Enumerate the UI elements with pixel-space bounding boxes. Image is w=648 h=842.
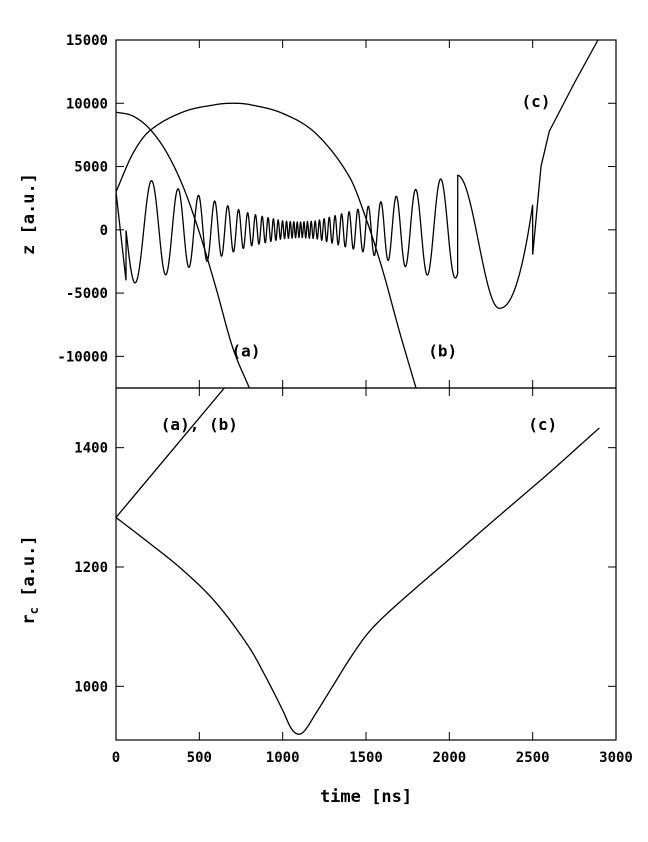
bottom-curve-ab — [116, 388, 225, 518]
top-y-tick-label-3: 0 — [100, 223, 108, 239]
top-curve-a — [116, 111, 250, 388]
bottom-y-tick-label-1: 1200 — [74, 560, 108, 576]
bottom-curves — [116, 388, 600, 735]
bottom-y-tick-label-0: 1400 — [74, 441, 108, 457]
bottom-annotation-0: (a), (b) — [161, 415, 238, 434]
top-y-tick-label-1: 10000 — [66, 96, 108, 112]
top-y-tick-label-4: -5000 — [66, 286, 108, 302]
x-tick-label-6: 3000 — [599, 750, 633, 766]
bottom-y-tick-labels: 1400 1200 1000 — [74, 441, 108, 696]
top-y-axis-title: z [a.u.] — [19, 173, 39, 255]
x-tick-label-2: 1000 — [266, 750, 300, 766]
top-y-ticks — [116, 39, 616, 357]
top-annotations: (a) (b) (c) — [232, 92, 551, 360]
x-tick-label-0: 0 — [112, 750, 120, 766]
x-tick-label-4: 2000 — [432, 750, 466, 766]
top-x-ticks — [115, 40, 617, 388]
bottom-x-ticks — [115, 388, 617, 740]
panel-bottom: 1400 1200 1000 0 500 1000 1500 2000 2500 3000 (a… — [19, 387, 633, 807]
top-y-tick-label-5: -10000 — [57, 349, 108, 365]
top-curve-c — [116, 40, 599, 309]
top-y-tick-labels: 15000 10000 5000 0 -5000 -10000 — [57, 33, 108, 365]
bottom-annotation-1: (c) — [528, 415, 557, 434]
bottom-y-axis-title: rc [a.u.] — [19, 535, 41, 624]
x-tick-label-5: 2500 — [516, 750, 550, 766]
bottom-y-axis-title-sub: c — [27, 607, 41, 614]
bottom-y-axis-title-rest: [a.u.] — [19, 535, 39, 607]
top-annotation-1: (b) — [428, 341, 457, 360]
bottom-y-ticks — [116, 447, 616, 687]
x-axis-title: time [ns] — [320, 787, 412, 807]
bottom-curve-c — [116, 427, 600, 735]
x-tick-label-3: 1500 — [349, 750, 383, 766]
top-y-tick-label-0: 15000 — [66, 33, 108, 49]
bottom-x-tick-labels: 0 500 1000 1500 2000 2500 3000 — [112, 750, 633, 766]
top-curves — [116, 40, 599, 388]
top-annotation-2: (c) — [522, 92, 551, 111]
x-tick-label-1: 500 — [187, 750, 212, 766]
bottom-annotations: (a), (b) (c) — [161, 415, 557, 434]
panel-top: 15000 10000 5000 0 -5000 -10000 (a) (b) (c) z [… — [19, 33, 617, 389]
top-annotation-0: (a) — [232, 341, 261, 360]
bottom-y-tick-label-2: 1000 — [74, 679, 108, 695]
top-y-tick-label-2: 5000 — [74, 160, 108, 176]
bottom-y-axis-title-main: r — [19, 614, 39, 624]
bottom-plot-frame — [115, 387, 617, 741]
